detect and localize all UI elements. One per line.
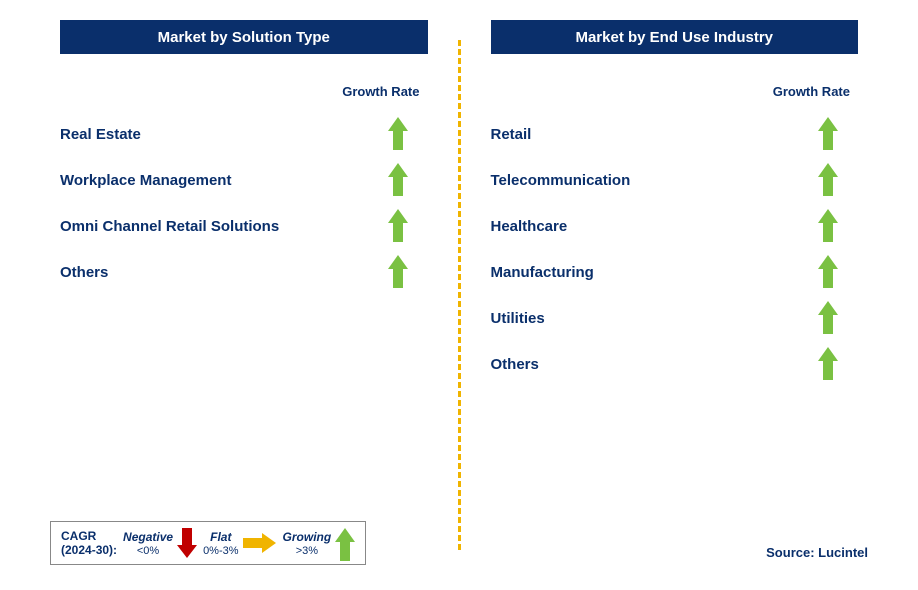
- arrow-up-icon: [388, 255, 408, 289]
- arrow-up-icon: [388, 117, 408, 151]
- legend-flat-label: Flat: [210, 530, 231, 544]
- legend-negative: Negative <0%: [123, 528, 197, 558]
- arrow-up-icon: [818, 255, 838, 289]
- legend-flat: Flat 0%-3%: [203, 530, 276, 557]
- legend-growing-range: >3%: [296, 545, 318, 557]
- row-label: Others: [491, 356, 539, 373]
- table-row: Utilities: [481, 295, 869, 341]
- legend-flat-range: 0%-3%: [203, 545, 238, 557]
- legend-growing-label: Growing: [283, 530, 332, 544]
- arrow-up-icon: [818, 209, 838, 243]
- row-label: Retail: [491, 126, 532, 143]
- right-column-header: Growth Rate: [773, 84, 850, 99]
- arrow-up-icon: [818, 347, 838, 381]
- arrow-up-icon: [818, 301, 838, 335]
- arrow-up-icon: [388, 209, 408, 243]
- table-row: Telecommunication: [481, 157, 869, 203]
- left-header: Market by Solution Type: [60, 20, 428, 54]
- main-container: Market by Solution Type Growth Rate Real…: [0, 0, 918, 590]
- table-row: Healthcare: [481, 203, 869, 249]
- row-label: Others: [60, 264, 108, 281]
- arrow-right-icon: [243, 533, 277, 553]
- row-label: Utilities: [491, 310, 545, 327]
- legend-cagr-line2: (2024-30):: [61, 543, 117, 557]
- source-text: Source: Lucintel: [766, 545, 868, 560]
- row-label: Workplace Management: [60, 172, 231, 189]
- row-label: Telecommunication: [491, 172, 631, 189]
- legend-cagr: CAGR (2024-30):: [61, 529, 117, 558]
- left-column-header: Growth Rate: [342, 84, 419, 99]
- right-header: Market by End Use Industry: [491, 20, 859, 54]
- right-rows: Retail Telecommunication Healthcare Manufac…: [481, 111, 869, 387]
- table-row: Omni Channel Retail Solutions: [50, 203, 438, 249]
- table-row: Real Estate: [50, 111, 438, 157]
- row-label: Manufacturing: [491, 264, 594, 281]
- legend-negative-label: Negative: [123, 530, 173, 544]
- legend-cagr-line1: CAGR: [61, 529, 117, 543]
- row-label: Omni Channel Retail Solutions: [60, 218, 279, 235]
- legend-box: CAGR (2024-30): Negative <0% Flat 0%-3% …: [50, 521, 366, 565]
- table-row: Others: [50, 249, 438, 295]
- arrow-up-icon: [388, 163, 408, 197]
- table-row: Manufacturing: [481, 249, 869, 295]
- table-row: Retail: [481, 111, 869, 157]
- arrow-up-icon: [818, 117, 838, 151]
- row-label: Healthcare: [491, 218, 568, 235]
- left-panel: Market by Solution Type Growth Rate Real…: [30, 20, 458, 570]
- right-column-header-row: Growth Rate: [481, 84, 869, 99]
- arrow-up-icon: [335, 528, 355, 558]
- legend-negative-range: <0%: [137, 545, 159, 557]
- arrow-down-icon: [177, 528, 197, 558]
- table-row: Workplace Management: [50, 157, 438, 203]
- row-label: Real Estate: [60, 126, 141, 143]
- table-row: Others: [481, 341, 869, 387]
- legend-growing: Growing >3%: [283, 528, 356, 558]
- right-title: Market by End Use Industry: [575, 29, 773, 46]
- arrow-up-icon: [818, 163, 838, 197]
- left-column-header-row: Growth Rate: [50, 84, 438, 99]
- left-title: Market by Solution Type: [158, 29, 330, 46]
- left-rows: Real Estate Workplace Management Omni Chan…: [50, 111, 438, 295]
- right-panel: Market by End Use Industry Growth Rate R…: [461, 20, 889, 570]
